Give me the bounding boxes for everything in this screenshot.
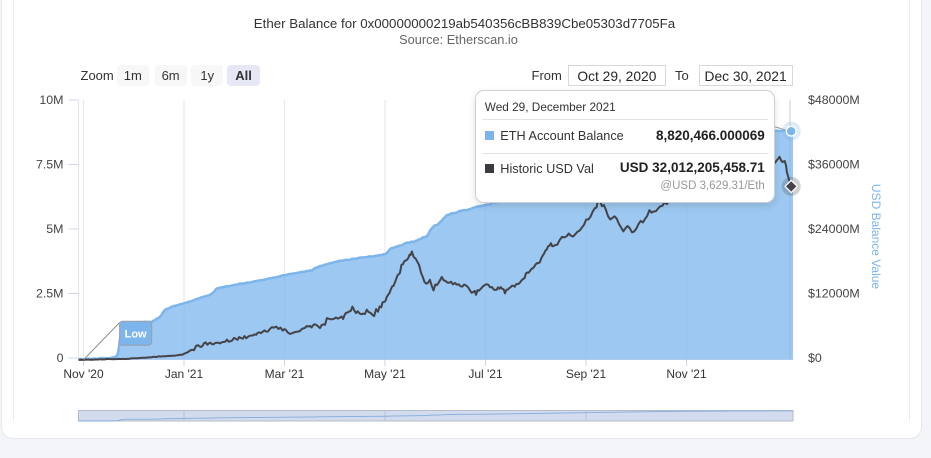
svg-text:$48000M: $48000M [808, 93, 860, 107]
svg-text:$0: $0 [808, 351, 822, 365]
svg-text:10M: 10M [39, 93, 63, 107]
svg-text:USD Balance Value: USD Balance Value [869, 184, 883, 289]
svg-text:Jul '21: Jul '21 [468, 367, 503, 381]
svg-text:Jan '21: Jan '21 [165, 367, 204, 381]
svg-text:Nov '21: Nov '21 [666, 367, 707, 381]
svg-text:5M: 5M [46, 222, 63, 236]
svg-text:Low: Low [125, 329, 147, 341]
svg-text:0: 0 [57, 351, 64, 365]
svg-text:Sep '21: Sep '21 [566, 367, 607, 381]
svg-text:$24000M: $24000M [808, 222, 860, 236]
svg-text:$12000M: $12000M [808, 287, 860, 301]
svg-text:$36000M: $36000M [808, 158, 860, 172]
svg-text:Mar '21: Mar '21 [265, 367, 305, 381]
svg-text:May '21: May '21 [364, 367, 406, 381]
svg-text:2.5M: 2.5M [36, 287, 64, 301]
svg-text:Nov '20: Nov '20 [63, 367, 104, 381]
svg-text:7.5M: 7.5M [36, 158, 64, 172]
